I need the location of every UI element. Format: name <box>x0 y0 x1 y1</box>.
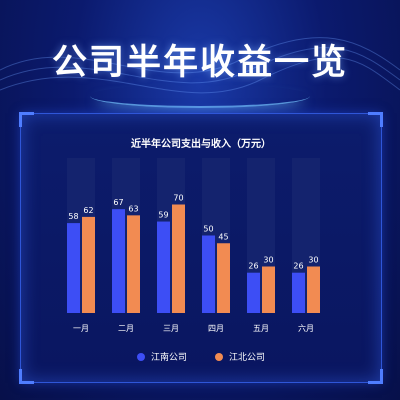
data-label: 26 <box>293 262 303 271</box>
bar <box>307 266 320 313</box>
data-label: 67 <box>113 198 123 207</box>
chart-legend: 江南公司 江北公司 <box>21 350 381 363</box>
page-title: 公司半年收益一览 <box>51 43 348 83</box>
bar <box>202 235 215 313</box>
x-tick-label: 一月 <box>73 324 89 333</box>
x-tick-label: 三月 <box>163 324 179 333</box>
chart-title: 近半年公司支出与收入（万元） <box>131 139 271 150</box>
legend-label-series-1: 江南公司 <box>150 353 187 363</box>
data-label: 30 <box>263 256 273 265</box>
title-glow-arc <box>90 84 310 108</box>
panel-corner-top-left <box>19 112 34 127</box>
bar <box>67 223 80 313</box>
data-label: 70 <box>173 194 183 203</box>
bar <box>217 243 230 313</box>
x-tick-label: 六月 <box>298 323 314 333</box>
legend-item-series-2: 江北公司 <box>215 350 265 363</box>
panel-corner-bottom-left <box>19 369 34 384</box>
data-label: 58 <box>68 212 78 221</box>
data-label: 50 <box>203 225 213 234</box>
bar <box>157 221 170 313</box>
legend-swatch-series-1 <box>136 352 145 361</box>
data-label: 30 <box>308 256 318 265</box>
legend-swatch-series-2 <box>215 352 223 361</box>
data-label: 59 <box>158 211 168 220</box>
chart-panel: 近半年公司支出与收入（万元） 58 62 一月 67 63 二月 59 70 三月 50 45 四月 2… <box>19 112 383 384</box>
legend-label-series-2: 江北公司 <box>229 353 266 363</box>
x-tick-label: 五月 <box>253 324 269 333</box>
x-tick-label: 四月 <box>208 324 224 333</box>
bar <box>82 216 95 313</box>
data-label: 63 <box>128 204 138 213</box>
panel-corner-bottom-right <box>368 369 383 384</box>
x-tick-label: 二月 <box>118 324 134 333</box>
data-label: 62 <box>83 206 93 215</box>
bar <box>172 204 185 313</box>
data-label: 26 <box>248 262 258 271</box>
bar <box>127 215 140 313</box>
bar <box>262 266 275 313</box>
bar <box>247 272 260 313</box>
panel-corner-top-right <box>368 112 383 127</box>
data-label: 45 <box>218 232 228 241</box>
bar <box>292 272 305 313</box>
legend-item-series-1: 江南公司 <box>136 350 187 363</box>
bar <box>112 209 125 313</box>
bar-chart: 58 62 一月 67 63 二月 59 70 三月 50 45 四月 26 30 五月 26 30 六月 <box>67 158 320 333</box>
